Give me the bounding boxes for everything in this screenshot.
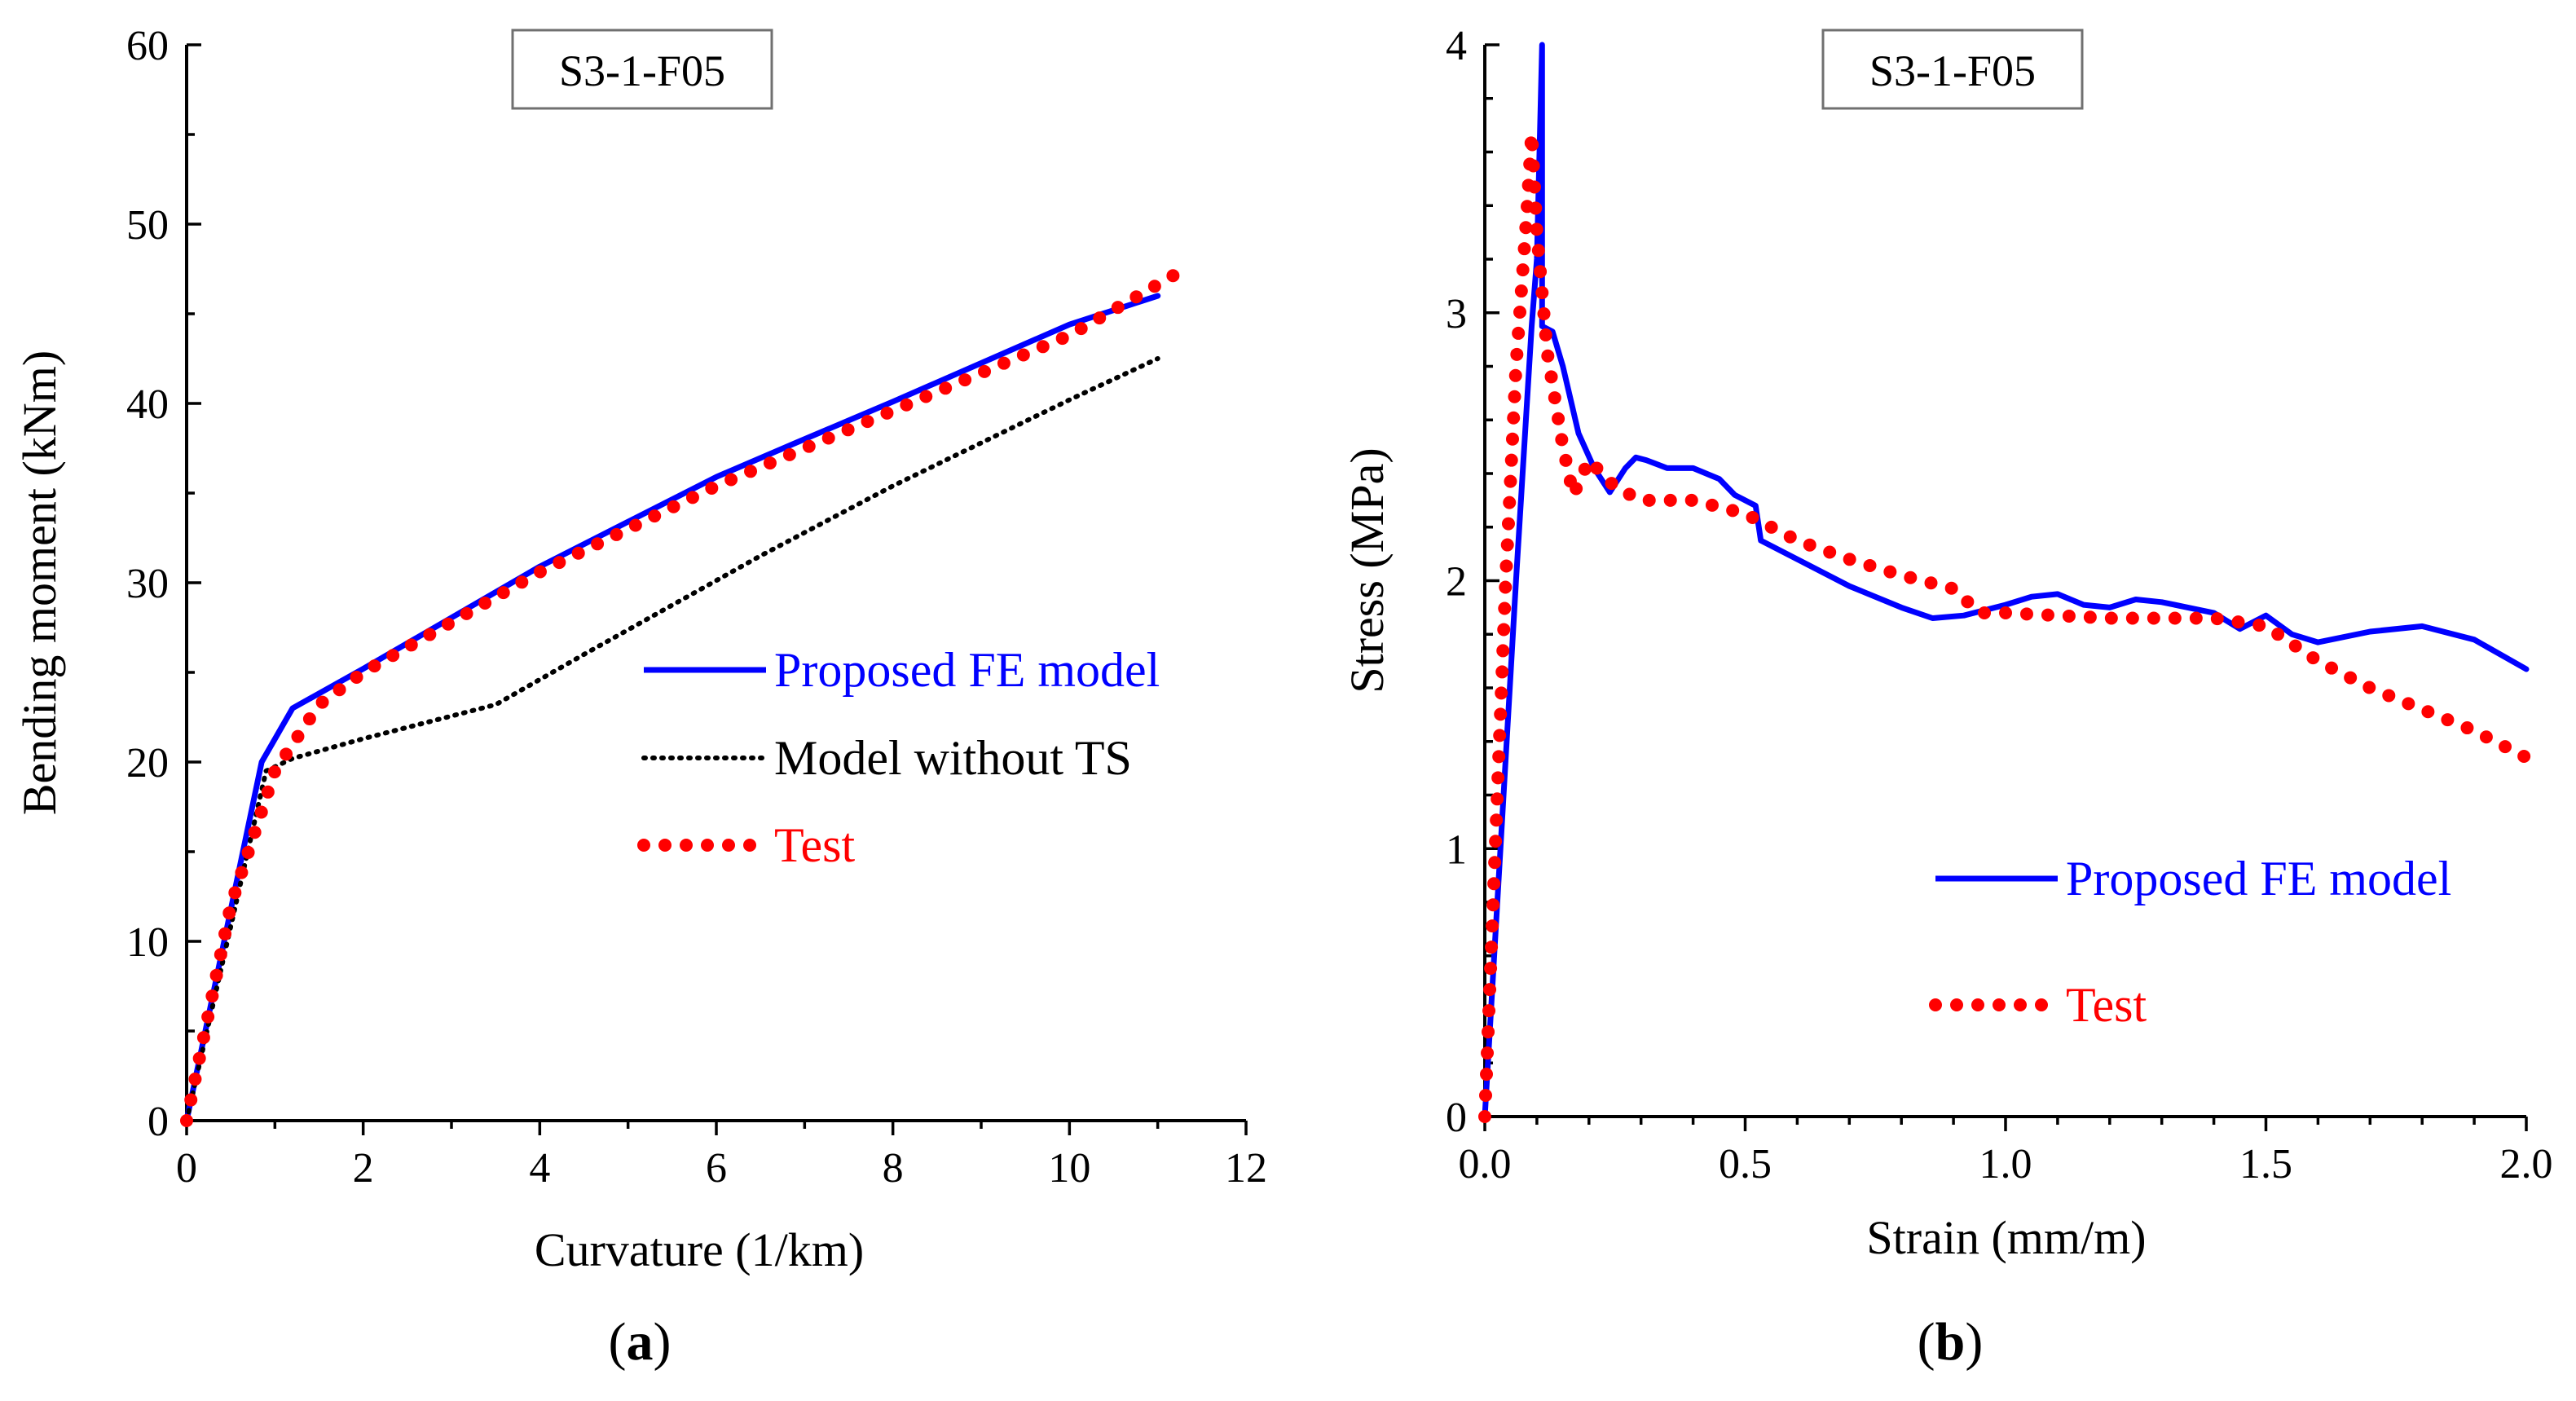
legend-label: Proposed FE model [2066,852,2451,905]
y-tick-label: 0 [148,1099,169,1145]
y-axis-title: Stress (MPa) [1341,447,1394,693]
y-tick-label: 4 [1446,23,1467,69]
chart-title: S3-1-F05 [559,46,725,95]
series-line-model-without-ts [184,356,1160,1123]
x-tick-label: 10 [1048,1145,1090,1192]
y-tick-label: 20 [126,740,169,786]
tick-labels: 0 2 4 6 8 10 12 0 10 20 30 40 50 60 [126,23,1267,1192]
x-tick-label: 2.0 [2500,1141,2553,1187]
legend-label: Test [2066,978,2147,1032]
x-tick-label: 0 [176,1145,197,1192]
series-line-test [180,267,1182,1127]
legend-label: Model without TS [774,731,1132,785]
legend-label: Test [774,818,855,872]
legend-item-proposed: Proposed FE model [644,643,1160,697]
legend: Proposed FE model Test [1929,852,2451,1032]
panel-letter: b [1935,1312,1966,1372]
series-line-proposed-fe-model [1482,42,2530,1120]
chart-title-box: S3-1-F05 [1821,29,2084,110]
axis-ticks [185,43,1248,1135]
x-tick-label: 12 [1225,1145,1267,1192]
chart-title-box: S3-1-F05 [511,29,773,110]
y-tick-label: 3 [1446,291,1467,337]
legend-item-test: Test [1929,978,2147,1032]
y-tick-label: 10 [126,919,169,966]
x-tick-label: 6 [706,1145,727,1192]
x-tick-label: 1.0 [1979,1141,2032,1187]
series-line-test [1478,126,2533,1123]
series-line-proposed-fe-model [183,293,1161,1124]
y-axis-title: Bending moment (kNm) [13,350,66,815]
legend-label: Proposed FE model [774,643,1160,697]
x-tick-label: 2 [353,1145,374,1192]
y-tick-label: 60 [126,23,169,69]
y-tick-label: 50 [126,202,169,249]
y-tick-label: 30 [126,561,169,607]
x-axis-title: Curvature (1/km) [535,1223,864,1276]
y-tick-label: 1 [1446,826,1467,873]
legend-item-without-ts: Model without TS [641,731,1132,785]
series-group [180,267,1182,1127]
chart-panel-b: 0.0 0.5 1.0 1.5 2.0 0 1 2 3 4 S3-1-F05 Stress (MP… [1341,23,2553,1372]
series-group [1478,42,2533,1123]
x-tick-label: 0.5 [1719,1141,1772,1187]
x-tick-label: 4 [529,1145,550,1192]
legend: Proposed FE model Model without TS Test [637,643,1160,872]
x-tick-label: 8 [883,1145,904,1192]
chart-title: S3-1-F05 [1869,46,2036,95]
legend-item-proposed: Proposed FE model [1935,852,2451,905]
x-axis-title: Strain (mm/m) [1866,1211,2146,1264]
x-tick-label: 1.5 [2239,1141,2292,1187]
legend-item-test: Test [637,818,855,872]
axis-ticks [1483,43,2528,1131]
panel-letter: a [627,1312,654,1372]
y-tick-label: 2 [1446,559,1467,606]
panel-label: (a) [609,1312,672,1372]
tick-labels: 0.0 0.5 1.0 1.5 2.0 0 1 2 3 4 [1446,23,2553,1187]
x-tick-label: 0.0 [1459,1141,1512,1187]
chart-panel-a: 0 2 4 6 8 10 12 0 10 20 30 40 50 60 S3-1-F05 Bending … [13,23,1267,1372]
panel-label: (b) [1918,1312,1984,1372]
y-tick-label: 0 [1446,1095,1467,1141]
y-tick-label: 40 [126,381,169,428]
